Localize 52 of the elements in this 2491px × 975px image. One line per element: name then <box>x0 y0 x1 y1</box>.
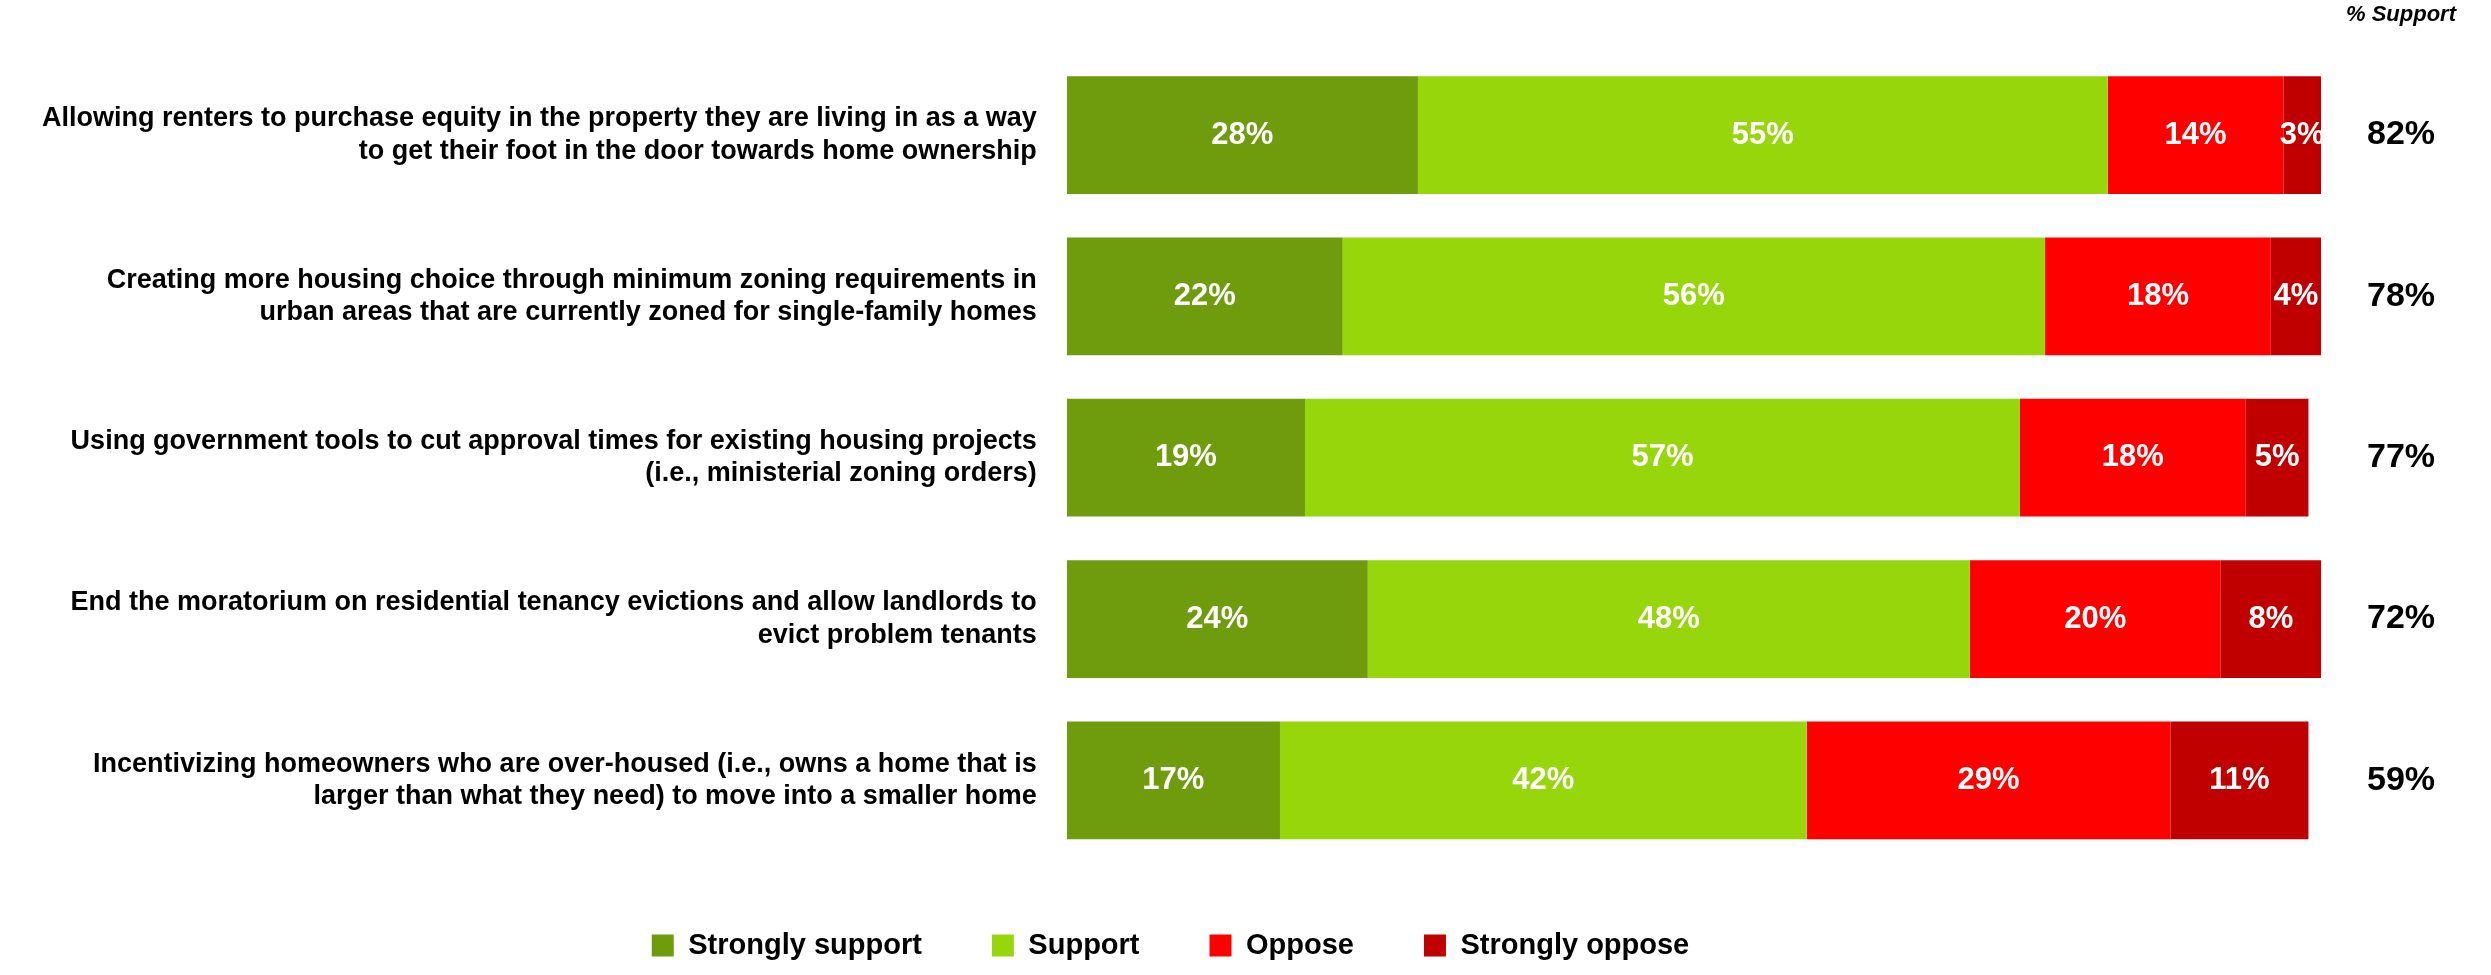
bar <box>1367 560 1970 678</box>
legend-label: Support <box>1028 927 1140 960</box>
legend-label: Oppose <box>1246 927 1354 960</box>
bar <box>1342 237 2046 356</box>
data-label: 20% <box>2064 599 2127 635</box>
data-label: 17% <box>1142 760 1205 796</box>
y-tick-label: Allowing renters to purchase equity in the property they are living in as a way to get their foot in the door towards home ownership <box>41 102 1037 165</box>
bar <box>1066 560 1368 678</box>
data-label: 11% <box>2209 760 2270 796</box>
bar <box>2019 398 2246 517</box>
data-label: 5% <box>2254 438 2300 474</box>
data-label: 19% <box>1154 438 1217 474</box>
bar <box>2245 398 2309 517</box>
data-label: 55% <box>1731 115 1794 151</box>
data-label: 14% <box>2164 115 2227 151</box>
bar <box>1806 721 2171 840</box>
bar <box>1066 398 1306 517</box>
bar <box>1066 76 1418 194</box>
data-label: 24% <box>1186 599 1249 635</box>
data-label: 22% <box>1173 276 1236 312</box>
text: 78% <box>2366 274 2436 313</box>
bar <box>1279 721 1807 840</box>
y-tick-label: Using government tools to cut approval times for existing housing projects (i.e., ministerial zoning orders) <box>70 424 1037 488</box>
data-label: 28% <box>1211 115 1274 151</box>
bar <box>1305 398 2020 517</box>
bar <box>2045 237 2271 356</box>
data-label: 57% <box>1631 438 1694 474</box>
legend-label: Strongly support <box>688 927 923 960</box>
text: % Support <box>2346 1 2458 27</box>
data-label: 56% <box>1662 276 1725 312</box>
bar <box>2270 237 2321 356</box>
legend-label: Strongly oppose <box>1460 927 1690 960</box>
text: 72% <box>2366 597 2436 636</box>
data-label: 8% <box>2248 599 2294 635</box>
text: 77% <box>2366 436 2436 475</box>
y-tick-label: Incentivizing homeowners who are over-housed (i.e., owns a home that is larger than what they need) to move into a smaller home <box>93 747 1037 810</box>
bar <box>1066 721 1280 840</box>
data-label: 18% <box>2101 438 2164 474</box>
text: 59% <box>2366 758 2436 797</box>
bar <box>1066 237 1343 356</box>
data-label: 4% <box>2273 276 2319 312</box>
bar <box>1417 76 2108 194</box>
data-label: 18% <box>2126 276 2189 312</box>
bar <box>2220 560 2321 678</box>
data-label: 48% <box>1637 599 1700 635</box>
bar <box>2170 721 2309 840</box>
text: 82% <box>2366 113 2436 152</box>
y-tick-label: Creating more housing choice through minimum zoning requirements in urban areas that are currently zoned for single-family homes <box>106 263 1037 327</box>
data-label: 42% <box>1512 760 1575 796</box>
y-tick-label: End the moratorium on residential tenancy evictions and allow landlords to evict problem tenants <box>70 586 1037 649</box>
data-label: 29% <box>1957 760 2020 796</box>
bar <box>1969 560 2221 678</box>
